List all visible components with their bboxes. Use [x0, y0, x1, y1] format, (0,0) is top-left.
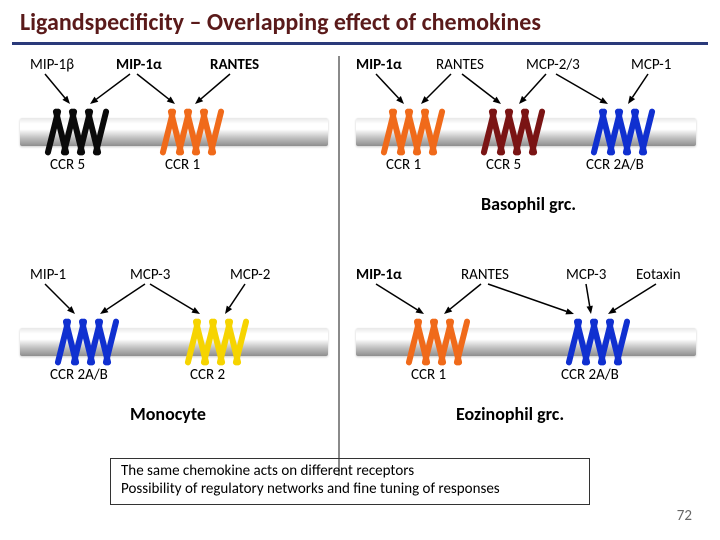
receptor [571, 318, 625, 366]
receptor [486, 108, 540, 156]
caption-line-1: The same chemokine acts on different rec… [121, 462, 579, 481]
cell-type-label: Eozinophil grc. [456, 403, 564, 425]
page-number: 72 [677, 507, 692, 525]
receptor-label: CCR 1 [411, 366, 446, 384]
cell-type-label: Monocyte [130, 403, 206, 425]
membrane [356, 328, 696, 356]
caption-line-2: Possibility of regulatory networks and f… [121, 480, 579, 499]
receptor [190, 318, 244, 366]
receptor-label: CCR 5 [50, 156, 85, 174]
slide-title: Ligandspecificity – Overlapping effect o… [20, 8, 541, 37]
receptor-label: CCR 2A/B [586, 156, 644, 174]
arrow-icon [356, 56, 696, 116]
receptor-label: CCR 2 [190, 366, 225, 384]
receptor [596, 108, 650, 156]
receptor-label: CCR 5 [486, 156, 521, 174]
panel-botLeft: MIP-1MCP-3MCP-2CCR 2A/BCCR 2Monocyte [20, 266, 328, 466]
receptor-label: CCR 1 [386, 156, 421, 174]
arrow-icon [356, 266, 696, 326]
receptor-label: CCR 1 [165, 156, 200, 174]
panel-topLeft: MIP-1βMIP-1αRANTESCCR 5CCR 1 [20, 56, 328, 256]
receptor [165, 108, 219, 156]
panel-topRight: MIP-1αRANTESMCP-2/3MCP-1CCR 1CCR 5CCR 2A… [356, 56, 696, 256]
caption-box: The same chemokine acts on different rec… [110, 458, 590, 506]
arrow-icon [20, 56, 328, 116]
receptor [60, 318, 114, 366]
arrow-icon [20, 266, 328, 326]
receptor-label: CCR 2A/B [561, 366, 619, 384]
panel-botRight: MIP-1αRANTESMCP-3EotaxinCCR 1CCR 2A/BEoz… [356, 266, 696, 466]
cell-type-label: Basophil grc. [481, 193, 576, 215]
receptor-label: CCR 2A/B [50, 366, 108, 384]
receptor [50, 108, 104, 156]
receptor [386, 108, 440, 156]
title-underline [12, 42, 708, 45]
vertical-divider [338, 56, 340, 476]
receptor [411, 318, 465, 366]
